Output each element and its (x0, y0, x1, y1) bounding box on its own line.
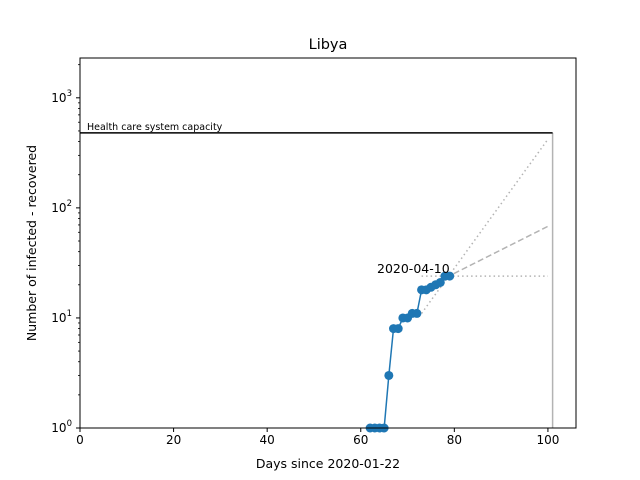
data-point (435, 277, 445, 287)
x-tick-label: 20 (166, 433, 181, 447)
y-tick-label: 103 (51, 89, 72, 105)
data-point (412, 308, 422, 318)
data-point (445, 271, 455, 281)
data-point (384, 370, 394, 380)
axes: 0 20 40 60 80 100 100 101 102 103 (51, 64, 559, 447)
x-axis-label: Days since 2020-01-22 (256, 456, 400, 471)
y-tick-label: 100 (51, 419, 72, 435)
y-tick-label: 101 (51, 309, 72, 325)
plot-area: Health care system capacity 2020-04-10 (80, 122, 554, 433)
capacity-label: Health care system capacity (87, 122, 223, 133)
x-tick-label: 100 (536, 433, 559, 447)
plot-frame (79, 57, 577, 429)
x-tick-label: 60 (353, 433, 368, 447)
x-tick-label: 0 (76, 433, 84, 447)
x-tick-label: 80 (447, 433, 462, 447)
y-tick-label: 102 (51, 199, 72, 215)
annotation-label: 2020-04-10 (377, 261, 450, 276)
y-axis-label: Number of infected - recovered (24, 145, 39, 341)
x-tick-label: 40 (260, 433, 275, 447)
data-point (393, 324, 403, 334)
chart-title: Libya (309, 37, 348, 53)
